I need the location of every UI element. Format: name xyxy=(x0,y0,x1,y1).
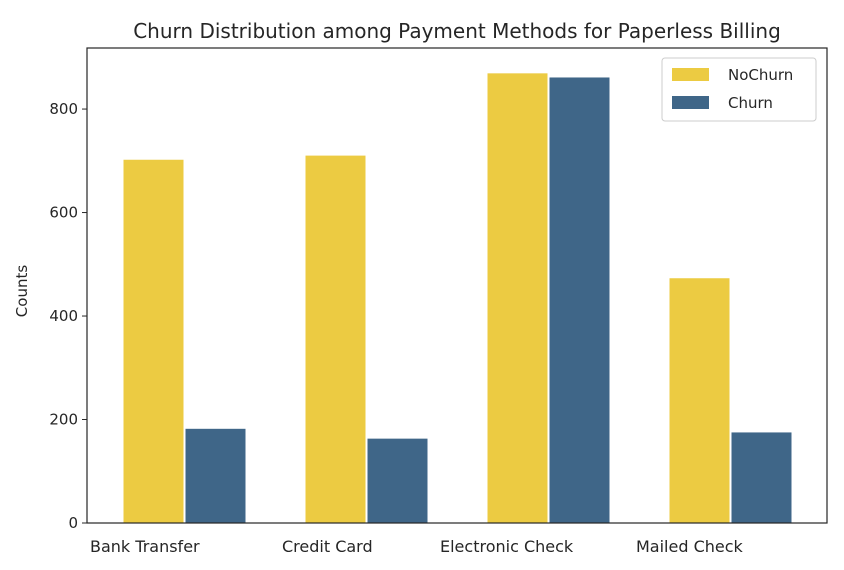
y-axis-label: Counts xyxy=(13,265,31,318)
y-tick-label: 800 xyxy=(49,100,78,118)
x-labels-group: Bank Transfer Credit Card Electronic Check… xyxy=(90,537,744,556)
bar-churn-3 xyxy=(730,431,793,524)
legend-swatch-churn xyxy=(672,96,709,109)
bar-nochurn-1 xyxy=(304,154,367,524)
y-tick-label: 400 xyxy=(49,307,78,325)
x-category-label: Electronic Check xyxy=(440,537,574,556)
bar-churn-2 xyxy=(548,76,611,524)
bar-nochurn-2 xyxy=(486,72,549,524)
y-tick-label: 600 xyxy=(49,204,78,222)
y-tick-label: 200 xyxy=(49,411,78,429)
plot-frame xyxy=(86,47,828,524)
x-category-label: Bank Transfer xyxy=(90,537,200,556)
y-tick-label: 0 xyxy=(68,514,78,532)
x-category-label: Mailed Check xyxy=(636,537,744,556)
bar-churn-1 xyxy=(366,437,429,524)
bar-churn-0 xyxy=(184,427,247,524)
x-category-label: Credit Card xyxy=(282,537,373,556)
legend-label-churn: Churn xyxy=(728,94,773,112)
legend-swatch-nochurn xyxy=(672,68,709,81)
chart-title: Churn Distribution among Payment Methods… xyxy=(133,19,781,43)
legend-label-nochurn: NoChurn xyxy=(728,66,793,84)
y-ticks-group: 0 200 400 600 800 xyxy=(49,100,87,532)
bar-nochurn-0 xyxy=(122,158,185,524)
bar-nochurn-3 xyxy=(668,277,731,524)
bars-group xyxy=(122,72,793,524)
legend: NoChurn Churn xyxy=(661,57,817,122)
